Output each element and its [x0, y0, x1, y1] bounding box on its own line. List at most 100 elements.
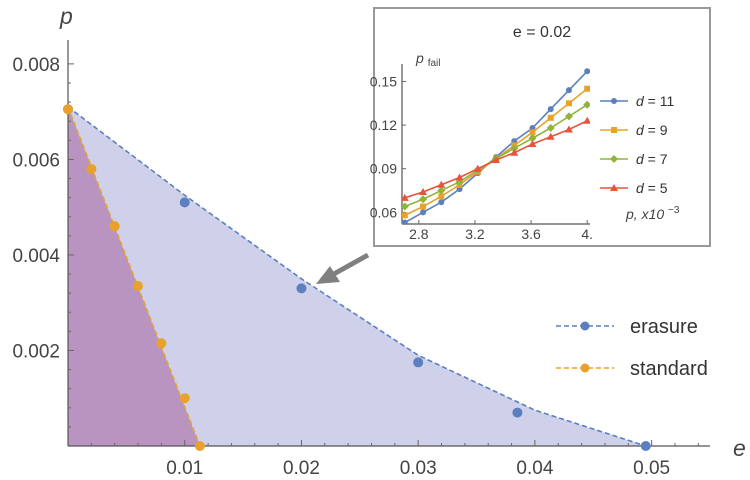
inset-series [402, 68, 590, 224]
data-point-erasure [640, 441, 651, 451]
legend-marker-standard [580, 363, 590, 373]
inset-point-d7 [402, 202, 409, 211]
inset-x-tick-label: 2.8 [409, 226, 429, 242]
inset-x-tick-label: 3.2 [465, 226, 485, 242]
inset-legend-label: d = 11 [636, 93, 674, 109]
inset-legend-marker [610, 184, 618, 191]
inset-point-d9 [438, 193, 445, 200]
fit-line-erasure [67, 106, 647, 447]
inset-point-d5 [455, 173, 464, 181]
x-tick-label: 0.04 [516, 458, 553, 479]
arrow-shaft [330, 252, 370, 278]
inset-chart: e = 0.02 p fail 2.8 3.2 3.6 4. 0.06 0.09 0.12 0… [370, 7, 711, 247]
inset-point-d5 [528, 140, 537, 147]
inset-point-d5 [473, 164, 482, 172]
inset-y-label-main: p [415, 50, 424, 66]
inset-point-d11 [438, 199, 445, 206]
legend-item-erasure: erasure [556, 316, 698, 338]
inset-point-d11 [402, 219, 408, 224]
data-point-erasure [179, 197, 190, 208]
inset-point-d5 [564, 125, 573, 133]
inset-point-d5 [492, 156, 500, 163]
x-tick-label: 0.01 [166, 458, 203, 479]
inset-point-d5 [419, 188, 428, 195]
inset-point-d7 [528, 134, 537, 143]
inset-point-d11 [420, 209, 427, 216]
inset-legend-item-d7: d = 7 [600, 151, 668, 167]
inset-legend: d = 11 d = 9 d = 7 d = 5 [600, 93, 674, 196]
y-tick-label: 0.004 [12, 246, 60, 267]
legend: erasure standard [556, 316, 708, 380]
inset-point-d9 [584, 85, 590, 92]
inset-point-d5 [546, 132, 555, 140]
data-point-standard [109, 221, 120, 232]
area-erasure [68, 106, 646, 446]
inset-y-tick-label: 0.09 [370, 161, 397, 177]
inset-point-d5 [437, 180, 446, 188]
data-point-standard [194, 441, 205, 451]
main-series [63, 104, 651, 451]
inset-point-d9 [547, 114, 554, 121]
inset-legend-label: d = 7 [636, 151, 668, 167]
inset-y-tick-label: 0.12 [370, 117, 397, 133]
inset-point-d7 [546, 124, 555, 132]
data-point-erasure [413, 357, 424, 368]
data-point-standard [156, 338, 167, 349]
inset-x-label-main: p, x10 [625, 206, 664, 222]
inset-legend-label: d = 5 [636, 180, 668, 196]
inset-point-d7 [510, 144, 519, 153]
y-tick-label: 0.002 [12, 341, 60, 362]
inset-frame [373, 7, 711, 247]
inset-y-label: p fail [415, 50, 440, 69]
inset-legend-label: d = 9 [636, 122, 668, 138]
inset-y-tick-label: 0.06 [370, 204, 397, 220]
x-tick-label: 0.05 [633, 458, 670, 479]
data-point-erasure [296, 283, 307, 294]
arrow-head [316, 266, 340, 284]
x-axis-label: e [733, 435, 746, 461]
legend-item-standard: standard [556, 358, 708, 380]
inset-pointer-arrow [316, 252, 370, 284]
data-point-standard [179, 393, 190, 404]
inset-point-d5 [510, 148, 519, 156]
inset-legend-item-d5: d = 5 [600, 180, 668, 196]
inset-y-tick-label: 0.15 [370, 73, 397, 89]
inset-point-d9 [402, 212, 408, 219]
inset-legend-marker [611, 98, 617, 104]
legend-label-standard: standard [630, 358, 708, 380]
inset-point-d9 [529, 129, 536, 136]
x-tick-label: 0.02 [283, 458, 320, 479]
inset-point-d11 [547, 106, 554, 113]
y-axis-label: p [59, 3, 73, 29]
y-tick-label: 0.006 [12, 150, 60, 171]
inset-x-label: p, x10 −3 [625, 205, 680, 222]
legend-label-erasure: erasure [630, 316, 698, 338]
inset-point-d5 [583, 116, 590, 124]
data-point-standard [63, 104, 73, 115]
inset-x-label-exp: −3 [668, 205, 680, 216]
inset-title: e = 0.02 [513, 24, 571, 41]
inset-point-d7 [437, 186, 446, 195]
x-tick-label: 0.03 [400, 458, 437, 479]
legend-marker-erasure [580, 321, 590, 331]
inset-legend-item-d11: d = 11 [600, 93, 674, 109]
inset-legend-marker [610, 155, 618, 163]
inset-y-label-sub: fail [428, 58, 441, 69]
inset-point-d7 [419, 195, 428, 204]
inset-x-tick-label: 3.6 [521, 226, 541, 242]
inset-point-d7 [583, 100, 590, 109]
fit-line-standard [67, 106, 201, 447]
inset-legend-item-d9: d = 9 [600, 122, 668, 138]
inset-ticks: 2.8 3.2 3.6 4. 0.06 0.09 0.12 0.15 [370, 73, 593, 242]
inset-legend-marker [611, 127, 617, 133]
inset-point-d7 [564, 112, 573, 121]
inset-point-d9 [420, 203, 427, 210]
inset-point-d11 [584, 68, 590, 75]
data-point-erasure [512, 407, 523, 418]
inset-point-d9 [565, 100, 572, 107]
data-point-standard [86, 163, 97, 174]
inset-point-d5 [402, 193, 409, 201]
inset-point-d11 [565, 87, 572, 94]
inset-x-tick-label: 4. [581, 226, 593, 242]
